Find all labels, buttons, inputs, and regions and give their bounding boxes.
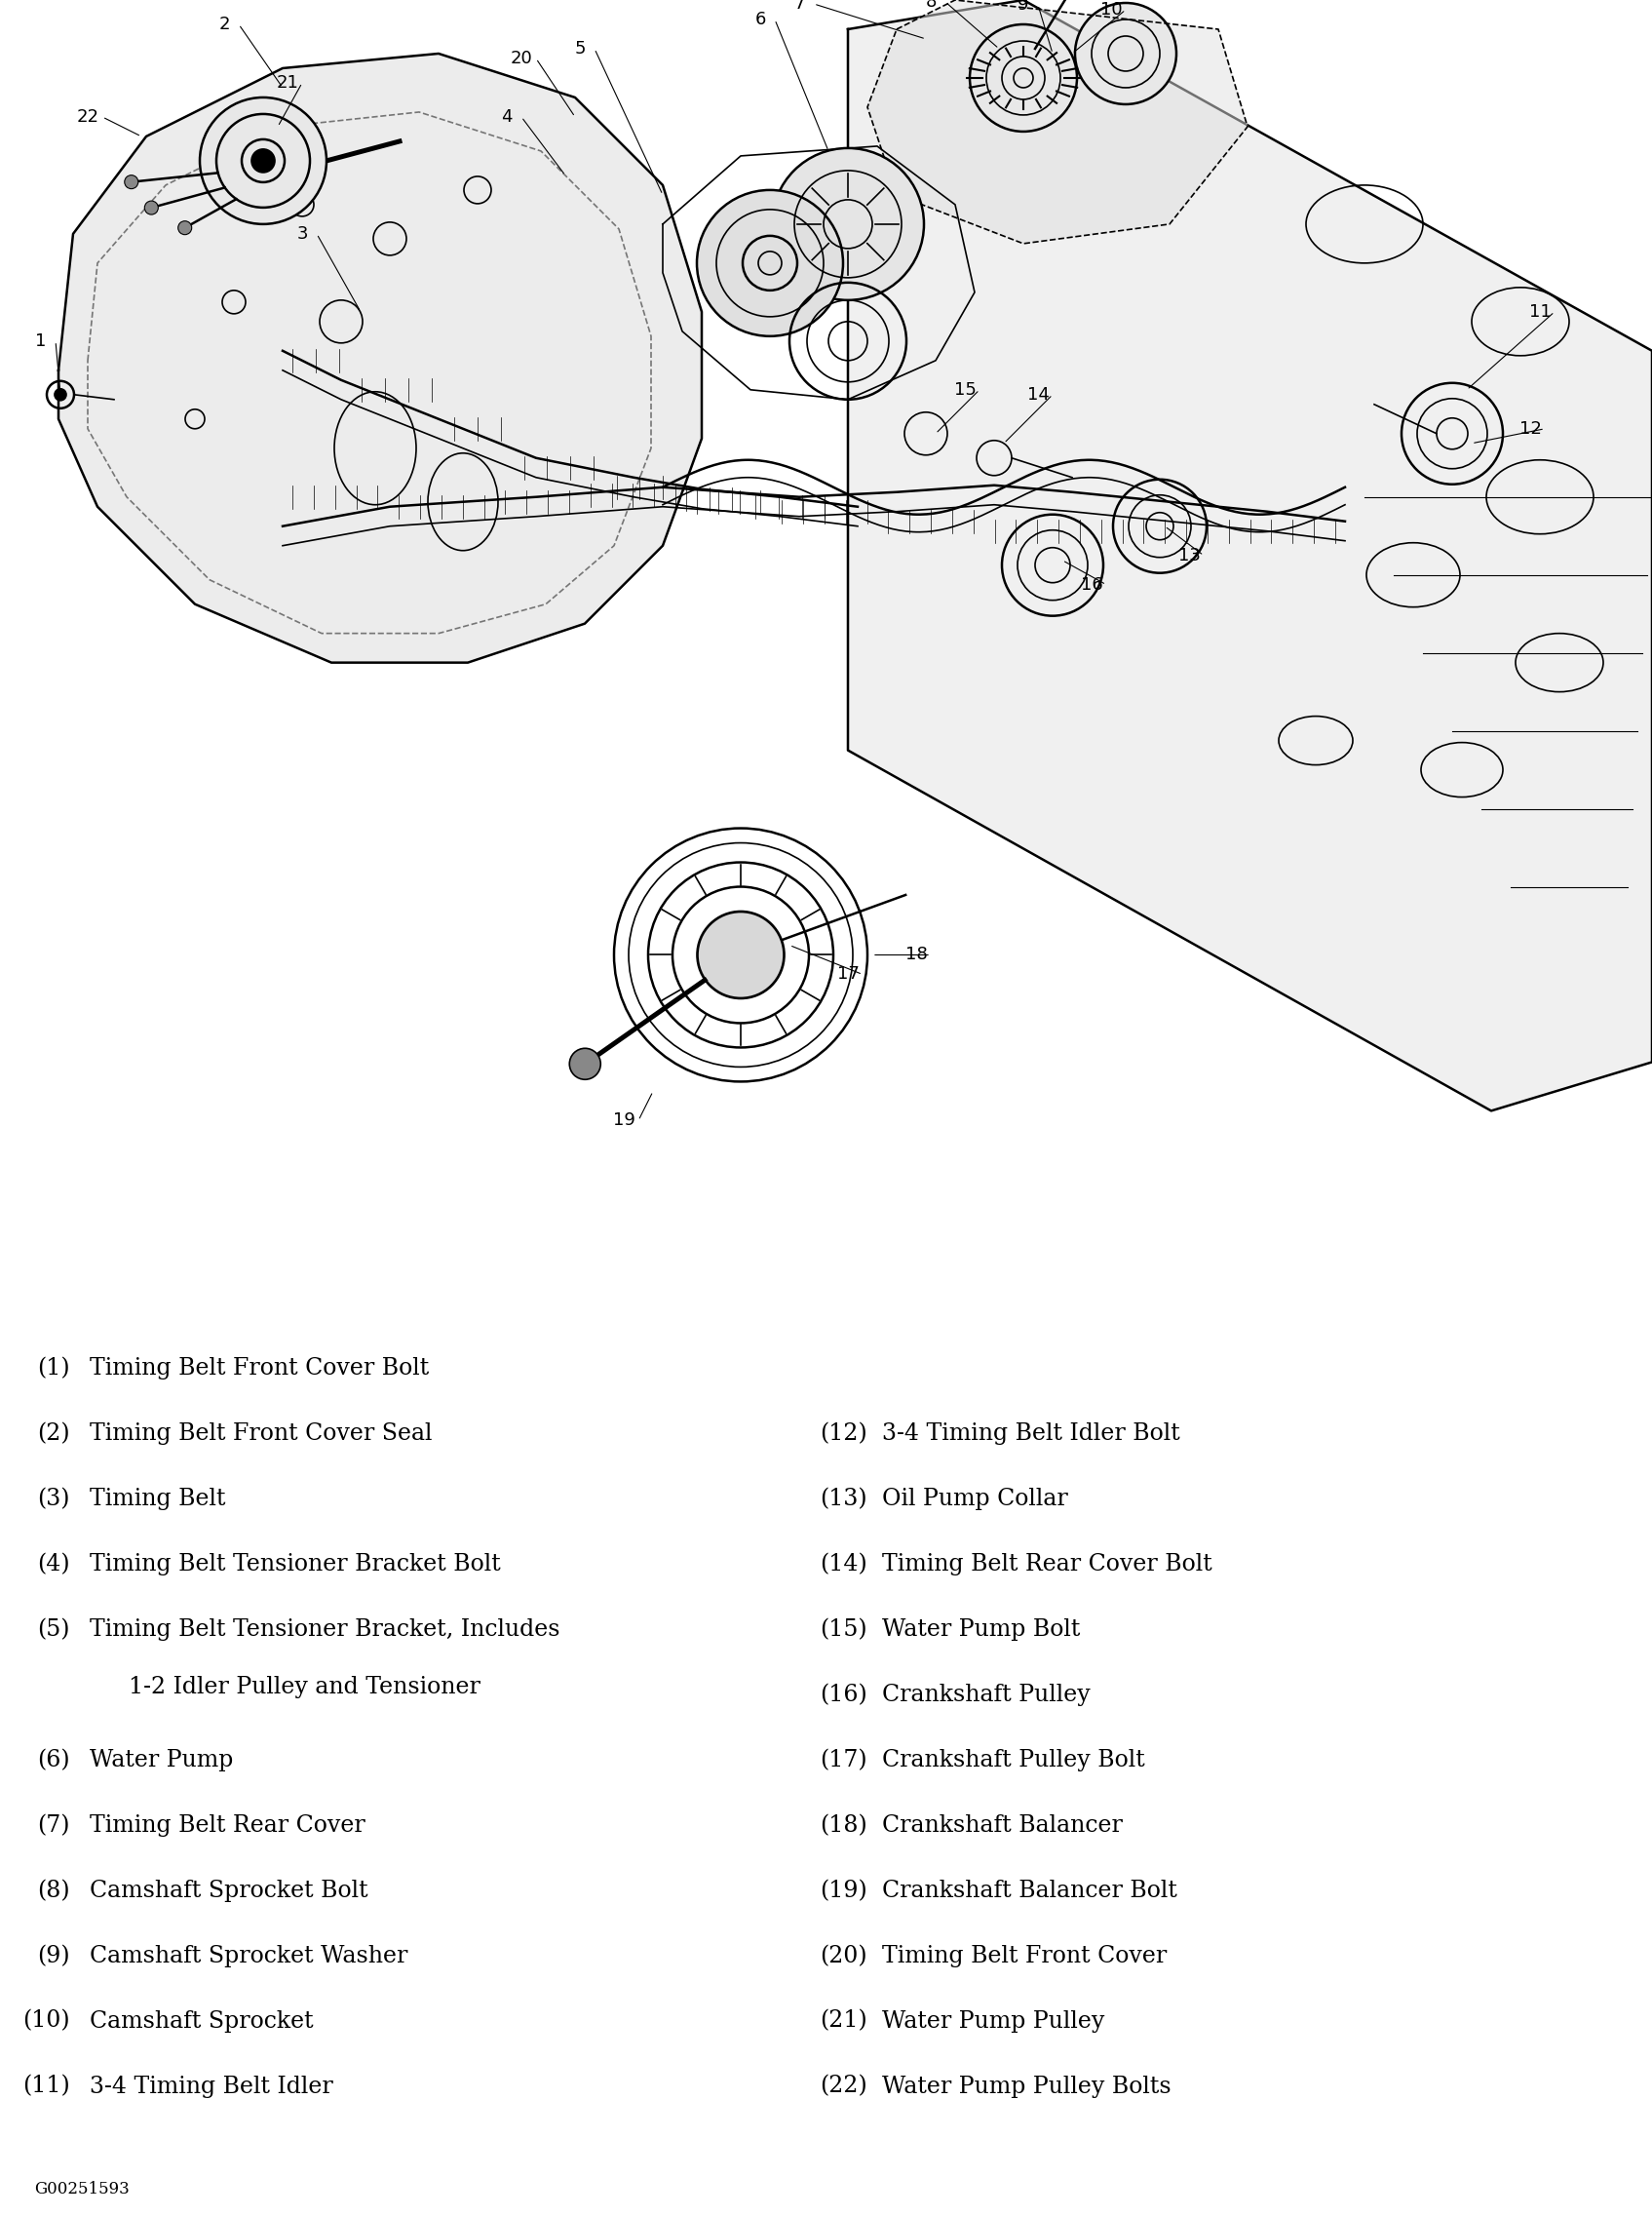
Circle shape xyxy=(697,913,783,997)
Text: (8): (8) xyxy=(38,1879,69,1901)
Circle shape xyxy=(570,1048,601,1079)
Text: 8: 8 xyxy=(925,0,937,11)
Text: (6): (6) xyxy=(38,1748,69,1771)
Circle shape xyxy=(1075,2,1176,104)
Text: Crankshaft Pulley Bolt: Crankshaft Pulley Bolt xyxy=(882,1748,1145,1771)
Text: 1-2 Idler Pulley and Tensioner: 1-2 Idler Pulley and Tensioner xyxy=(129,1675,481,1697)
Text: 21: 21 xyxy=(276,73,299,91)
Text: Timing Belt Tensioner Bracket Bolt: Timing Belt Tensioner Bracket Bolt xyxy=(89,1553,501,1576)
Text: 14: 14 xyxy=(1028,386,1049,403)
Text: (17): (17) xyxy=(819,1748,867,1771)
Text: 3-4 Timing Belt Idler Bolt: 3-4 Timing Belt Idler Bolt xyxy=(882,1423,1180,1445)
Text: 5: 5 xyxy=(575,40,585,58)
Text: 7: 7 xyxy=(793,0,805,13)
Text: Water Pump: Water Pump xyxy=(89,1748,233,1771)
Text: 22: 22 xyxy=(76,109,99,126)
Text: (7): (7) xyxy=(38,1815,69,1837)
Text: Timing Belt Rear Cover: Timing Belt Rear Cover xyxy=(89,1815,365,1837)
Text: (18): (18) xyxy=(819,1815,867,1837)
Circle shape xyxy=(178,222,192,235)
Text: (2): (2) xyxy=(38,1423,69,1445)
Text: Water Pump Bolt: Water Pump Bolt xyxy=(882,1618,1080,1640)
Text: 3: 3 xyxy=(296,226,307,242)
Text: (3): (3) xyxy=(38,1487,69,1511)
Text: (13): (13) xyxy=(819,1487,867,1511)
Text: Crankshaft Balancer: Crankshaft Balancer xyxy=(882,1815,1123,1837)
Text: Camshaft Sprocket Bolt: Camshaft Sprocket Bolt xyxy=(89,1879,368,1901)
Text: 16: 16 xyxy=(1080,576,1102,594)
Text: (20): (20) xyxy=(819,1946,867,1968)
Text: G00251593: G00251593 xyxy=(35,2181,129,2196)
Polygon shape xyxy=(847,0,1652,1110)
Text: Water Pump Pulley: Water Pump Pulley xyxy=(882,2010,1105,2032)
Text: 3-4 Timing Belt Idler: 3-4 Timing Belt Idler xyxy=(89,2074,334,2099)
Text: 15: 15 xyxy=(953,381,976,399)
Text: Water Pump Pulley Bolts: Water Pump Pulley Bolts xyxy=(882,2074,1171,2099)
Text: Camshaft Sprocket: Camshaft Sprocket xyxy=(89,2010,314,2032)
Text: (22): (22) xyxy=(819,2074,867,2099)
Text: Timing Belt: Timing Belt xyxy=(89,1487,226,1511)
Text: Timing Belt Rear Cover Bolt: Timing Belt Rear Cover Bolt xyxy=(882,1553,1213,1576)
Text: (14): (14) xyxy=(819,1553,867,1576)
Text: 6: 6 xyxy=(755,11,767,29)
Text: (9): (9) xyxy=(38,1946,69,1968)
Circle shape xyxy=(697,191,843,337)
Text: Timing Belt Front Cover Seal: Timing Belt Front Cover Seal xyxy=(89,1423,433,1445)
Text: Timing Belt Front Cover Bolt: Timing Belt Front Cover Bolt xyxy=(89,1358,430,1381)
Text: Oil Pump Collar: Oil Pump Collar xyxy=(882,1487,1067,1511)
Text: Timing Belt Tensioner Bracket, Includes: Timing Belt Tensioner Bracket, Includes xyxy=(89,1618,560,1640)
Text: 1: 1 xyxy=(35,332,46,350)
Text: 11: 11 xyxy=(1528,304,1551,321)
Text: 4: 4 xyxy=(501,109,512,126)
Circle shape xyxy=(55,388,66,401)
Text: Camshaft Sprocket Washer: Camshaft Sprocket Washer xyxy=(89,1946,408,1968)
Text: Timing Belt Front Cover: Timing Belt Front Cover xyxy=(882,1946,1166,1968)
Text: (15): (15) xyxy=(819,1618,867,1640)
Circle shape xyxy=(200,98,327,224)
Circle shape xyxy=(970,24,1077,131)
Text: (1): (1) xyxy=(38,1358,69,1381)
Text: 17: 17 xyxy=(838,966,859,984)
Text: (12): (12) xyxy=(819,1423,867,1445)
Text: 10: 10 xyxy=(1100,0,1122,18)
Text: (5): (5) xyxy=(38,1618,69,1640)
Text: (11): (11) xyxy=(23,2074,69,2099)
Polygon shape xyxy=(58,53,702,663)
Text: (10): (10) xyxy=(23,2010,69,2032)
Text: (4): (4) xyxy=(38,1553,69,1576)
Circle shape xyxy=(771,148,923,299)
Circle shape xyxy=(145,202,159,215)
Text: 20: 20 xyxy=(510,49,532,66)
Text: 13: 13 xyxy=(1178,547,1201,565)
Text: 2: 2 xyxy=(218,16,230,33)
Text: Crankshaft Pulley: Crankshaft Pulley xyxy=(882,1684,1090,1706)
Text: 9: 9 xyxy=(1018,0,1029,13)
Text: (21): (21) xyxy=(819,2010,867,2032)
Text: 18: 18 xyxy=(905,946,927,964)
Text: Crankshaft Balancer Bolt: Crankshaft Balancer Bolt xyxy=(882,1879,1178,1901)
Text: (19): (19) xyxy=(819,1879,867,1901)
Text: 12: 12 xyxy=(1520,421,1541,437)
Text: 19: 19 xyxy=(613,1112,634,1130)
Circle shape xyxy=(124,175,139,188)
Text: (16): (16) xyxy=(819,1684,867,1706)
Circle shape xyxy=(251,148,274,173)
Polygon shape xyxy=(867,0,1247,244)
